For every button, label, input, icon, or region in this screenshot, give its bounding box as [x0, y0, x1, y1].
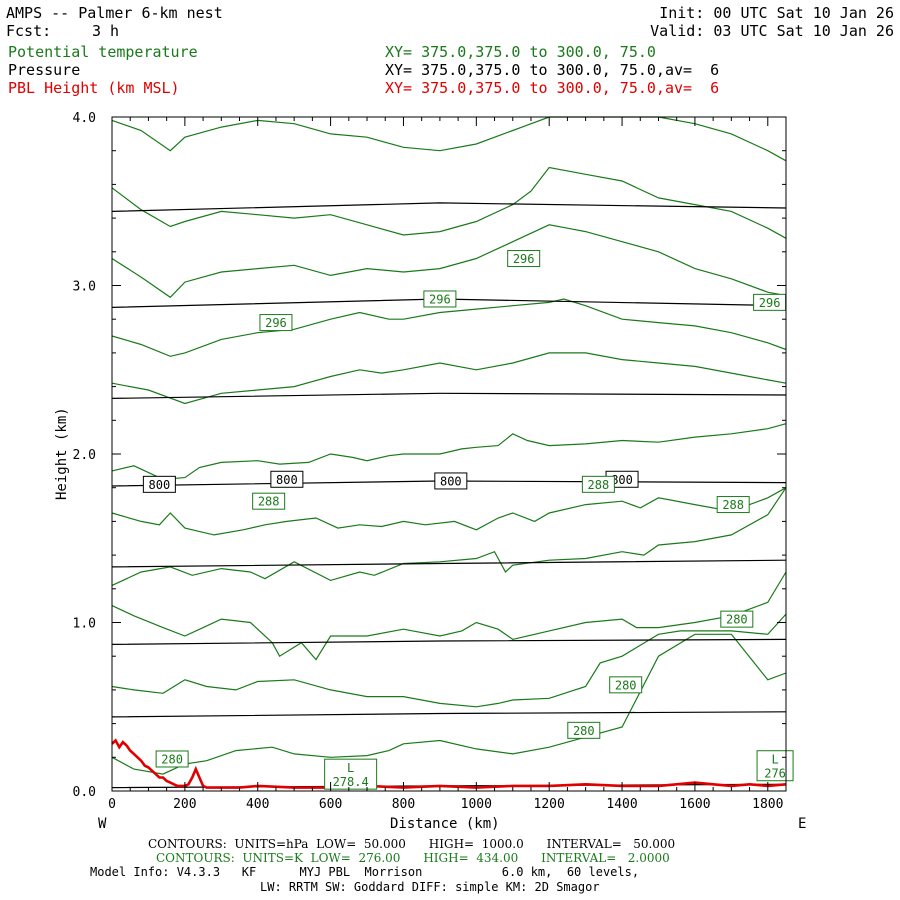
theta-label-4: 288: [258, 495, 280, 509]
theta-label-0: 296: [513, 252, 535, 266]
theta-label-1-box: [423, 290, 457, 308]
theta-label-8-box: [609, 676, 643, 694]
pressure-label-2: 800: [440, 474, 462, 488]
theta-contour-4: [111, 487, 787, 536]
footer-contours-theta: CONTOURS: UNITS=K LOW= 276.00 HIGH= 434.…: [156, 851, 670, 865]
y-tick-label-0: 0.0: [73, 785, 96, 800]
field-pressure-xy: XY= 375.0,375.0 to 300.0, 75.0,av= 6: [385, 61, 720, 79]
low-marker-value-1: 276: [764, 767, 786, 781]
east-label: E: [798, 816, 807, 832]
x-tick-label-7: 1400: [606, 797, 637, 812]
theta-contour-2: [111, 571, 787, 661]
theta-contour-6: [111, 352, 787, 405]
pressure-label-1: 800: [276, 473, 298, 487]
fcst-label: Fcst:: [6, 22, 52, 40]
theta-label-6: 288: [722, 498, 744, 512]
theta-label-2: 296: [759, 296, 781, 310]
theta-contour-0: [111, 633, 787, 775]
theta-label-8: 280: [615, 678, 637, 692]
theta-label-1: 296: [429, 292, 451, 306]
field-theta-xy: XY= 375.0,375.0 to 300.0, 75.0: [385, 43, 656, 61]
pressure-contour-1: [111, 711, 787, 718]
theta-label-0-box: [507, 250, 541, 268]
fcst-value: 3 h: [92, 22, 120, 40]
field-theta-name: Potential temperature: [8, 43, 198, 61]
init-time: Init: 00 UTC Sat 10 Jan 26: [659, 4, 894, 22]
x-tick-label-6: 1200: [534, 797, 565, 812]
theta-contour-1: [111, 613, 787, 708]
x-tick-label-8: 1600: [679, 797, 710, 812]
x-tick-label-9: 1800: [752, 797, 783, 812]
pbl-height-line: [111, 738, 787, 789]
theta-label-9: 280: [573, 724, 595, 738]
pbl-height-series: [111, 738, 787, 789]
y-tick-label-1: 1.0: [73, 617, 96, 632]
valid-time: Valid: 03 UTC Sat 10 Jan 26: [650, 22, 894, 40]
theta-label-6-box: [716, 496, 750, 514]
footer-model-info-2: LW: RRTM SW: Goddard DIFF: simple KM: 2D…: [260, 880, 600, 894]
theta-label-3-box: [259, 314, 293, 332]
pressure-contour-3: [111, 559, 787, 568]
field-pbl-xy: XY= 375.0,375.0 to 300.0, 75.0,av= 6: [385, 79, 720, 97]
theta-contour-7: [111, 298, 787, 357]
x-tick-label-0: 0: [108, 797, 116, 812]
theta-label-5-box: [581, 475, 615, 493]
theta-label-10: 280: [161, 752, 183, 766]
theta-label-7-box: [720, 610, 754, 628]
theta-label-9-box: [567, 721, 601, 739]
theta-contour-10: [111, 116, 787, 162]
x-tick-label-5: 1000: [461, 797, 492, 812]
pressure-label-0-box: [142, 475, 176, 493]
theta-label-3: 296: [265, 316, 287, 330]
pressure-contour-7: [111, 202, 787, 212]
pressure-label-1-box: [270, 470, 304, 488]
low-marker-box-1: [756, 750, 794, 782]
footer-contours-pressure: CONTOURS: UNITS=hPa LOW= 50.000 HIGH= 10…: [148, 837, 676, 851]
footer-model-info: Model Info: V4.3.3 KF MYJ PBL Morrison 6…: [90, 865, 640, 879]
west-label: W: [98, 816, 107, 832]
pressure-contour-5: [111, 392, 787, 399]
theta-label-4-box: [252, 492, 286, 510]
theta-contour-5: [111, 423, 787, 480]
theta-contour-3: [111, 487, 787, 586]
pressure-contour-2: [111, 638, 787, 645]
x-tick-label-3: 600: [319, 797, 342, 812]
low-marker-box-0: [324, 758, 378, 790]
theta-contours: [111, 116, 787, 775]
y-axis-label: Height (km): [54, 407, 70, 500]
theta-label-10-box: [155, 750, 189, 768]
low-marker-letter-1: L: [771, 753, 778, 767]
pressure-label-2-box: [434, 472, 468, 490]
theta-label-7: 280: [726, 613, 748, 627]
theta-label-5: 288: [588, 478, 610, 492]
low-marker-letter-0: L: [347, 761, 354, 775]
y-tick-label-2: 2.0: [73, 448, 96, 463]
x-tick-label-1: 200: [173, 797, 196, 812]
pressure-label-3: 800: [611, 473, 633, 487]
y-tick-label-3: 3.0: [73, 280, 96, 295]
x-tick-label-4: 800: [392, 797, 415, 812]
field-pbl-name: PBL Height (km MSL): [8, 79, 180, 97]
field-pressure-name: Pressure: [8, 61, 81, 79]
y-tick-label-4: 4.0: [73, 111, 96, 126]
theta-contour-8: [111, 224, 787, 299]
x-tick-label-2: 400: [246, 797, 269, 812]
theta-contour-9: [111, 166, 787, 239]
pressure-label-0: 800: [149, 478, 171, 492]
low-marker-value-0: 278.4: [333, 775, 369, 789]
axes: 0 200 400 600 800 1000 1200 1400 1600 1800 0.0 1.0 2…: [73, 111, 787, 812]
plot-frame: [111, 116, 787, 792]
header-title: AMPS -- Palmer 6-km nest: [6, 4, 223, 22]
contour-labels: 800 800 800 800 296 296 296 296 288 288 288 280 280 2…: [142, 250, 794, 790]
x-axis-label: Distance (km): [390, 816, 500, 832]
